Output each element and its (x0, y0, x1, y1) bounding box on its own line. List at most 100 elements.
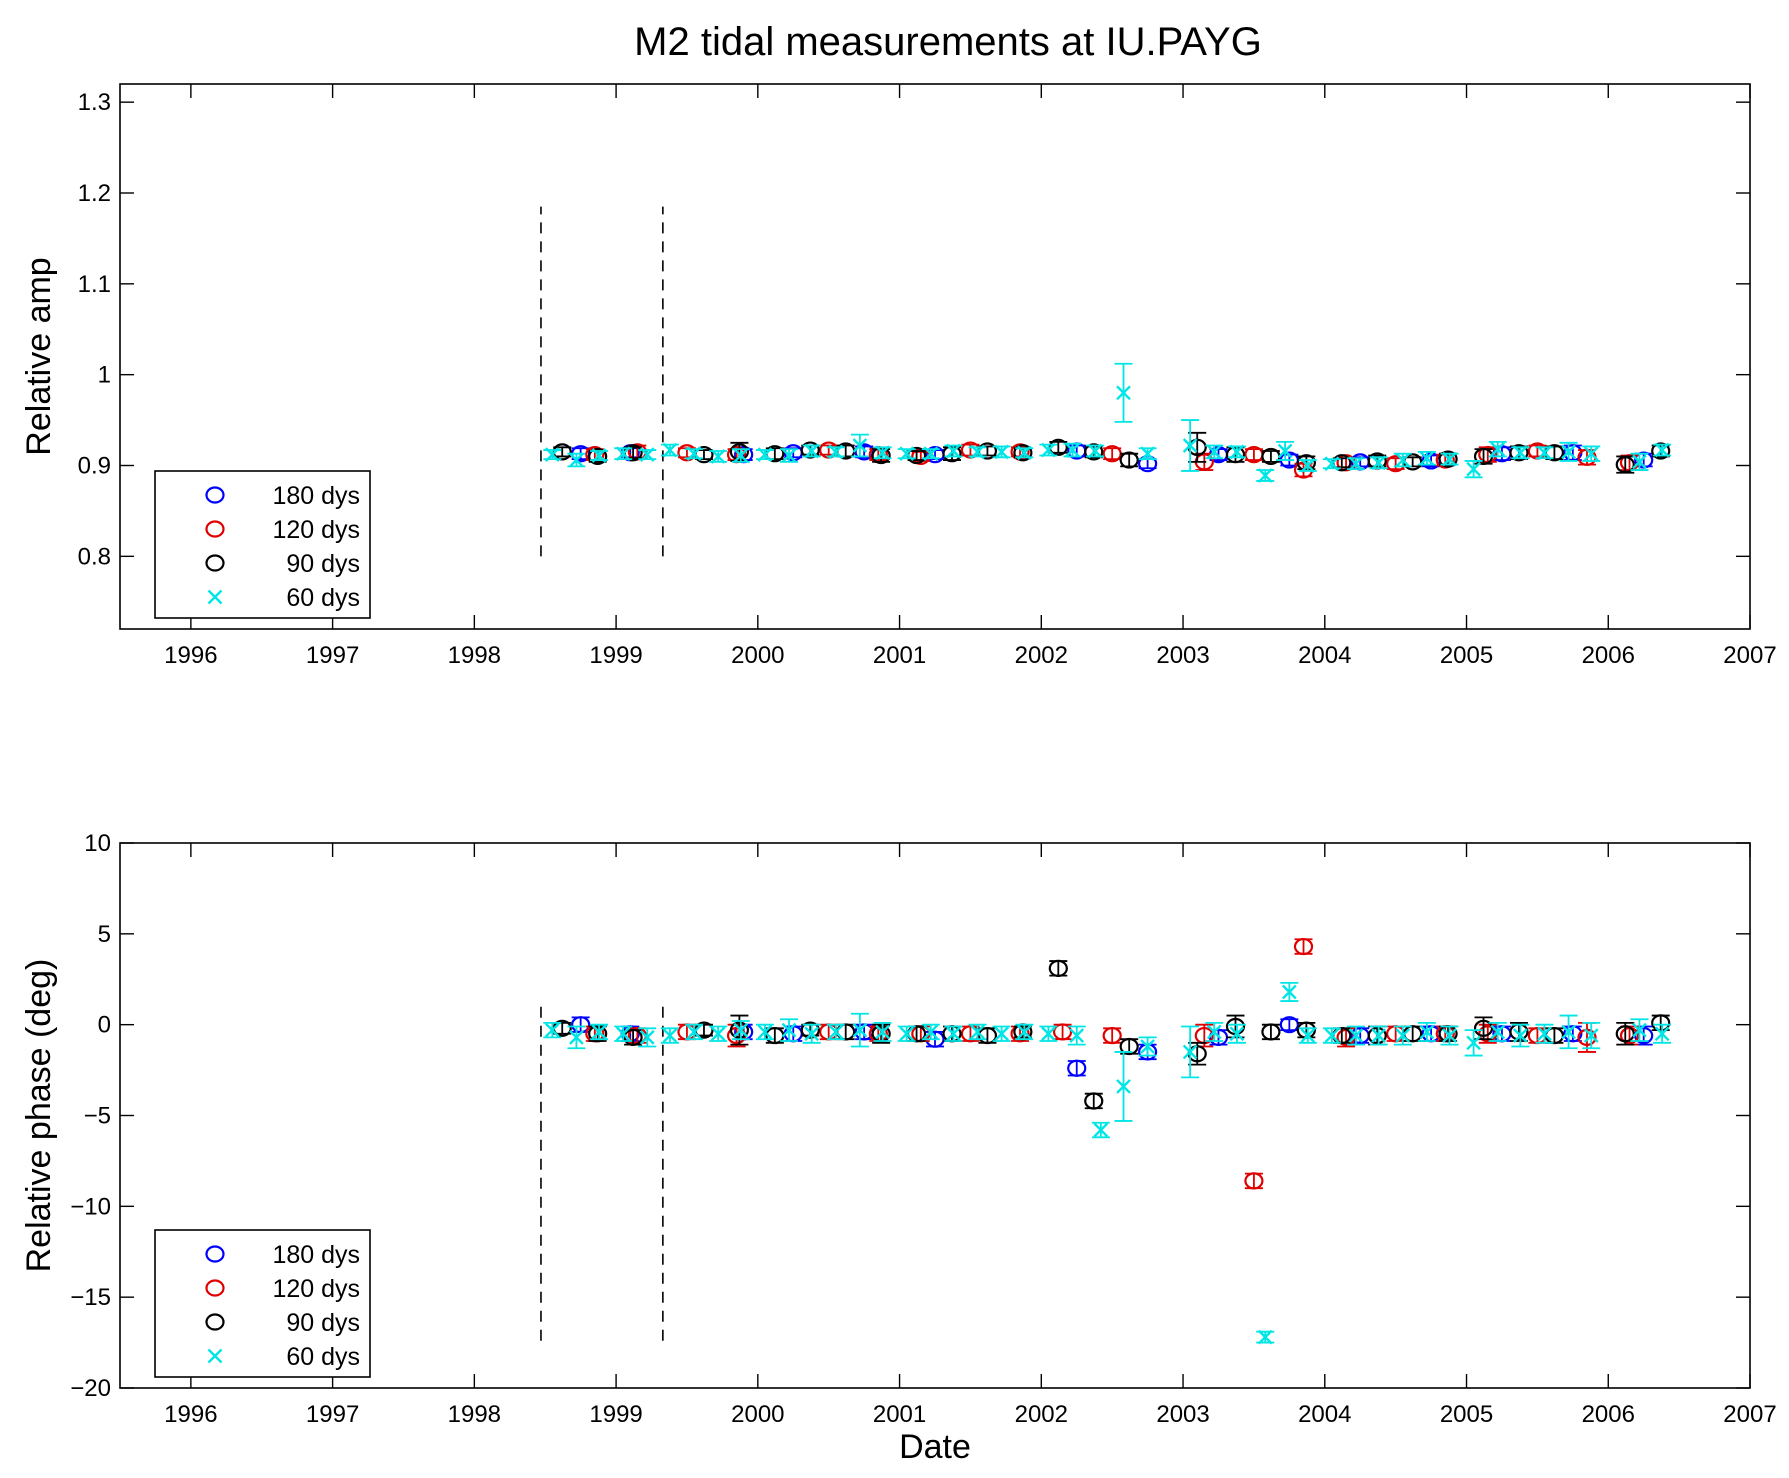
data-point (1279, 1016, 1299, 1034)
legend-label: 90 dys (286, 1309, 360, 1337)
y-tick-label: −15 (70, 1284, 111, 1311)
data-point (1052, 1023, 1073, 1041)
data-point (591, 448, 607, 463)
data-point (1140, 446, 1155, 462)
data-point (591, 1024, 607, 1040)
data-point (729, 1021, 750, 1039)
data-point (1229, 444, 1245, 460)
data-point (1473, 1019, 1494, 1037)
y-tick-label: −5 (84, 1103, 111, 1130)
data-point (733, 448, 749, 463)
series-60-dys (543, 981, 1672, 1345)
amplitude-panel: 1996 1997 1998 1999 2000 2001 2002 2003 2004 2005… (20, 83, 1777, 669)
data-point (1116, 1079, 1131, 1094)
y-axis-label: Relative phase (deg) (20, 959, 58, 1273)
data-point (1654, 442, 1670, 458)
y-tick-label: −20 (70, 1375, 111, 1402)
plot-area (119, 83, 1751, 630)
y-axis: −20 −15 −10 −5 0 5 10 (70, 830, 1750, 1402)
legend-label: 90 dys (286, 550, 360, 578)
data-point (1615, 455, 1635, 474)
x-tick-label: 1996 (164, 642, 217, 669)
x-tick-label: 1998 (448, 642, 501, 669)
y-tick-label: −10 (70, 1193, 111, 1220)
data-point (639, 447, 655, 462)
data-point (946, 1026, 961, 1042)
error-bar (1188, 431, 1207, 463)
data-point (569, 1030, 584, 1045)
data-point (733, 1022, 749, 1038)
data-point (1395, 1028, 1411, 1043)
data-point (1651, 442, 1671, 460)
data-point (1654, 1026, 1670, 1042)
legend-label: 60 dys (286, 1343, 360, 1371)
x-tick-label: 2005 (1440, 1401, 1493, 1428)
data-point (1348, 1028, 1364, 1043)
data-point (1244, 1172, 1264, 1190)
data-point (615, 1026, 631, 1042)
data-point (1119, 451, 1139, 469)
data-point (970, 1024, 985, 1040)
x-tick-label: 2004 (1298, 1401, 1351, 1428)
x-tick-label: 1999 (589, 642, 642, 669)
data-point (544, 447, 560, 462)
data-point (1277, 443, 1293, 459)
y-tick-label: 10 (84, 830, 111, 857)
x-tick-label: 1999 (589, 1401, 642, 1428)
x-axis: 1996 1997 1998 1999 2000 2001 2002 2003 2004 2005… (164, 843, 1777, 1428)
data-point (899, 446, 915, 462)
data-point (1632, 454, 1647, 470)
data-point (875, 445, 890, 461)
data-point (1041, 442, 1056, 458)
data-point (1229, 1026, 1245, 1042)
data-point (710, 449, 726, 464)
data-point (1442, 451, 1457, 467)
data-point (1119, 1037, 1139, 1056)
legend-marker (205, 1245, 225, 1263)
data-point (1466, 1035, 1481, 1051)
data-point (1087, 443, 1103, 459)
y-tick-label: 0.8 (78, 543, 111, 570)
x-axis-label: Date (899, 1428, 971, 1466)
x-tick-label: 2001 (873, 642, 926, 669)
data-point (1615, 1025, 1635, 1043)
data-point (1013, 444, 1033, 462)
data-point (1016, 1024, 1032, 1040)
data-point (1513, 1028, 1528, 1043)
legend-marker (207, 1348, 223, 1364)
data-point (1293, 937, 1314, 956)
data-point (1509, 444, 1529, 462)
data-point (1206, 1024, 1222, 1040)
figure-title: M2 tidal measurements at IU.PAYG (634, 20, 1262, 64)
legend-box (154, 1229, 371, 1378)
y-axis: 0.8 0.9 1 1.1 1.2 1.3 (78, 89, 1750, 570)
data-point (781, 448, 797, 463)
data-point (588, 1025, 608, 1043)
data-point (800, 1021, 820, 1039)
data-point (1182, 1044, 1198, 1060)
data-point (1490, 441, 1506, 457)
data-point (781, 1022, 797, 1038)
x-tick-label: 1998 (448, 1401, 501, 1428)
data-point (1069, 1028, 1085, 1043)
data-point (1395, 452, 1411, 468)
data-point (1442, 1028, 1457, 1043)
x-tick-label: 2005 (1440, 642, 1493, 669)
data-point (923, 1024, 939, 1040)
data-point (1371, 455, 1386, 471)
legend-label: 60 dys (286, 584, 360, 612)
data-point (899, 1026, 915, 1042)
data-point (1583, 446, 1599, 462)
data-point (1419, 450, 1435, 466)
x-tick-label: 2003 (1156, 642, 1209, 669)
data-point (804, 1026, 820, 1042)
data-point (1537, 445, 1552, 461)
data-point (1116, 385, 1131, 401)
x-tick-label: 2004 (1298, 642, 1351, 669)
legend-label: 180 dys (272, 482, 360, 510)
data-point (994, 444, 1009, 460)
data-point (686, 446, 702, 462)
data-point (1371, 1028, 1386, 1043)
data-point (1632, 1022, 1647, 1038)
